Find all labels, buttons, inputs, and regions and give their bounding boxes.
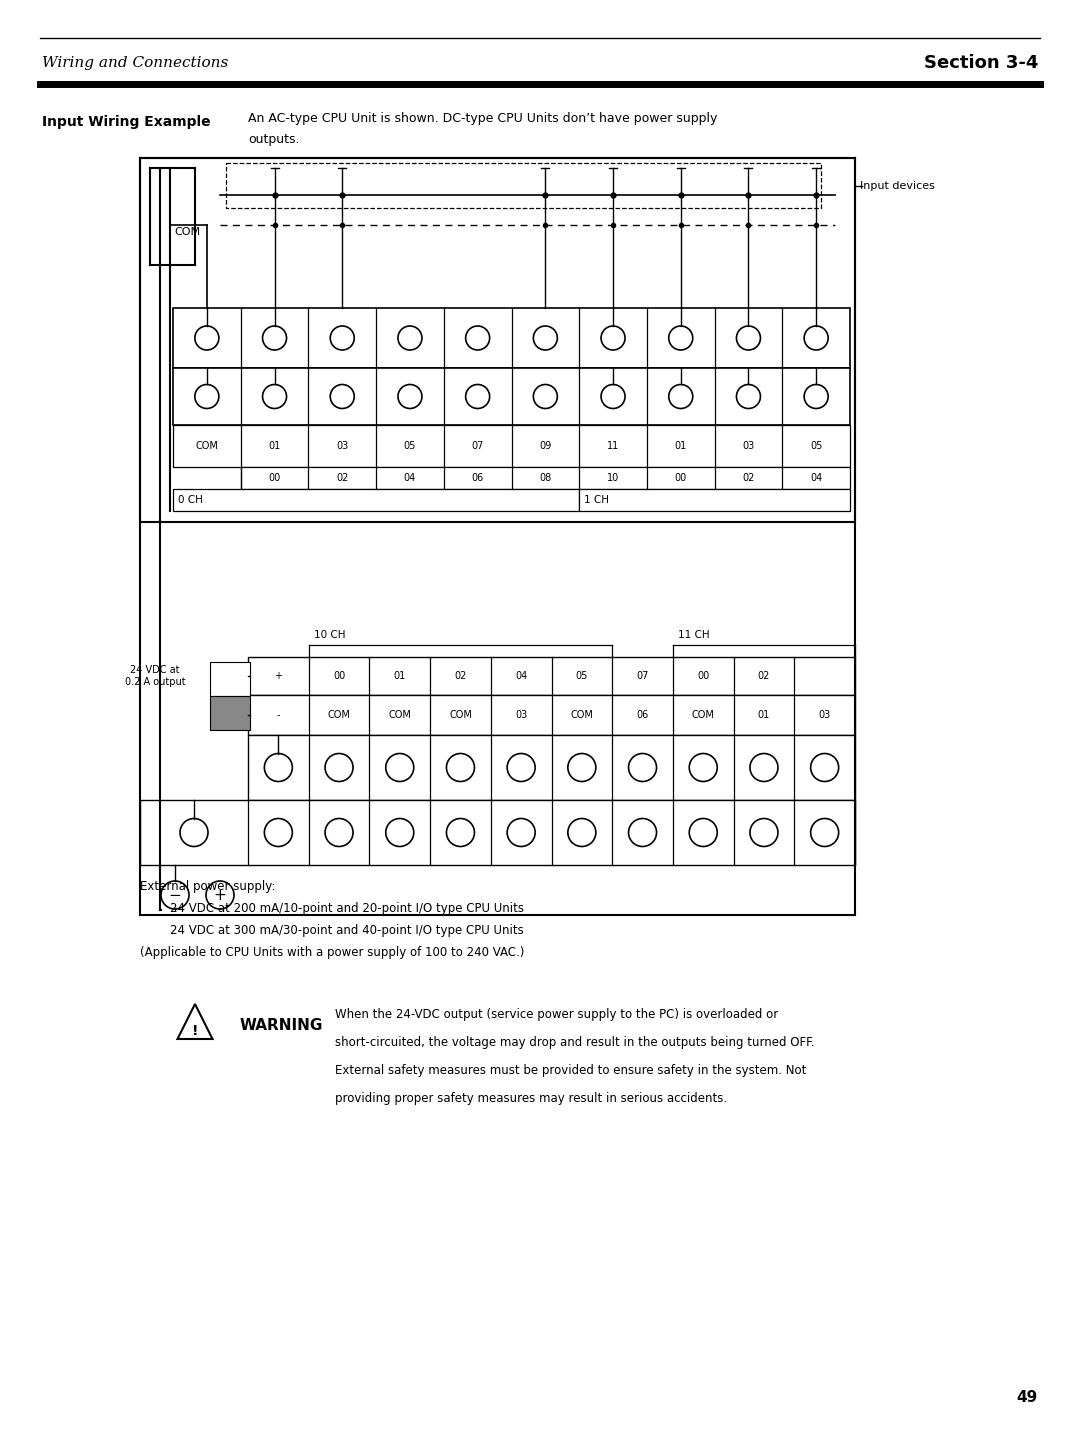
Text: 05: 05 [576,672,588,682]
Text: 09: 09 [539,441,552,451]
Text: 24 VDC at 300 mA/30-point and 40-point I/O type CPU Units: 24 VDC at 300 mA/30-point and 40-point I… [140,924,524,937]
Text: 00: 00 [333,672,346,682]
Text: 00: 00 [675,474,687,484]
Text: 05: 05 [404,441,416,451]
Text: 01: 01 [758,710,770,720]
Text: 02: 02 [455,672,467,682]
Text: Section 3-4: Section 3-4 [923,55,1038,72]
Text: Input Wiring Example: Input Wiring Example [42,115,211,129]
Text: COM: COM [195,441,218,451]
Text: +: + [274,672,282,682]
Text: providing proper safety measures may result in serious accidents.: providing proper safety measures may res… [335,1092,727,1105]
Text: 49: 49 [1016,1391,1038,1405]
Text: COM: COM [449,710,472,720]
Text: 01: 01 [393,672,406,682]
Text: 05: 05 [810,441,822,451]
Text: (Applicable to CPU Units with a power supply of 100 to 240 VAC.): (Applicable to CPU Units with a power su… [140,946,525,959]
Text: External power supply:: External power supply: [140,880,275,893]
Text: COM: COM [389,710,411,720]
Text: Wiring and Connections: Wiring and Connections [42,56,228,70]
Text: When the 24-VDC output (service power supply to the PC) is overloaded or: When the 24-VDC output (service power su… [335,1007,779,1020]
Text: An AC-type CPU Unit is shown. DC-type CPU Units don’t have power supply: An AC-type CPU Unit is shown. DC-type CP… [248,112,717,125]
Text: −: − [168,887,181,903]
Text: 06: 06 [636,710,649,720]
Bar [210,696,249,730]
Text: 03: 03 [742,441,755,451]
Text: 10 CH: 10 CH [313,630,346,640]
Text: 04: 04 [515,672,527,682]
Text: 04: 04 [810,474,822,484]
Text: External safety measures must be provided to ensure safety in the system. Not: External safety measures must be provide… [335,1063,807,1078]
Text: COM: COM [570,710,593,720]
Text: 03: 03 [819,710,831,720]
Text: 24 VDC at
0.2 A output: 24 VDC at 0.2 A output [124,666,186,687]
Bar [248,735,855,799]
Text: WARNING: WARNING [240,1017,323,1033]
Text: 02: 02 [336,474,349,484]
Text: 00: 00 [697,672,710,682]
Bar [140,799,855,865]
Bar [140,158,855,522]
Text: 07: 07 [636,672,649,682]
Text: COM: COM [174,227,200,237]
Text: COM: COM [692,710,715,720]
Text: 00: 00 [269,474,281,484]
Text: 11 CH: 11 CH [678,630,710,640]
Text: 04: 04 [404,474,416,484]
Bar [241,466,850,489]
Text: 24 VDC at 200 mA/10-point and 20-point I/O type CPU Units: 24 VDC at 200 mA/10-point and 20-point I… [140,903,524,916]
Text: 01: 01 [675,441,687,451]
Text: 1 CH: 1 CH [584,495,609,505]
Text: +: + [214,887,227,903]
Text: 06: 06 [472,474,484,484]
Text: 03: 03 [336,441,349,451]
Bar [173,367,850,425]
Bar [226,164,821,208]
Bar [210,662,249,696]
Text: 11: 11 [607,441,619,451]
Bar [579,489,850,511]
Text: 0 CH: 0 CH [178,495,203,505]
Bar [173,425,850,466]
Bar [173,489,579,511]
Text: 10: 10 [607,474,619,484]
Text: 03: 03 [515,710,527,720]
Text: COM: COM [327,710,351,720]
Bar [173,309,850,367]
Bar [248,657,855,695]
Text: 01: 01 [269,441,281,451]
Text: 02: 02 [742,474,755,484]
Text: 08: 08 [539,474,552,484]
Text: outputs.: outputs. [248,133,299,146]
Text: 02: 02 [758,672,770,682]
Bar [248,657,855,695]
Bar [248,695,855,735]
Text: -: - [276,710,280,720]
Text: Input devices: Input devices [860,181,935,191]
Text: 07: 07 [472,441,484,451]
Text: short-circuited, the voltage may drop and result in the outputs being turned OFF: short-circuited, the voltage may drop an… [335,1036,814,1049]
Text: !: ! [192,1025,199,1038]
